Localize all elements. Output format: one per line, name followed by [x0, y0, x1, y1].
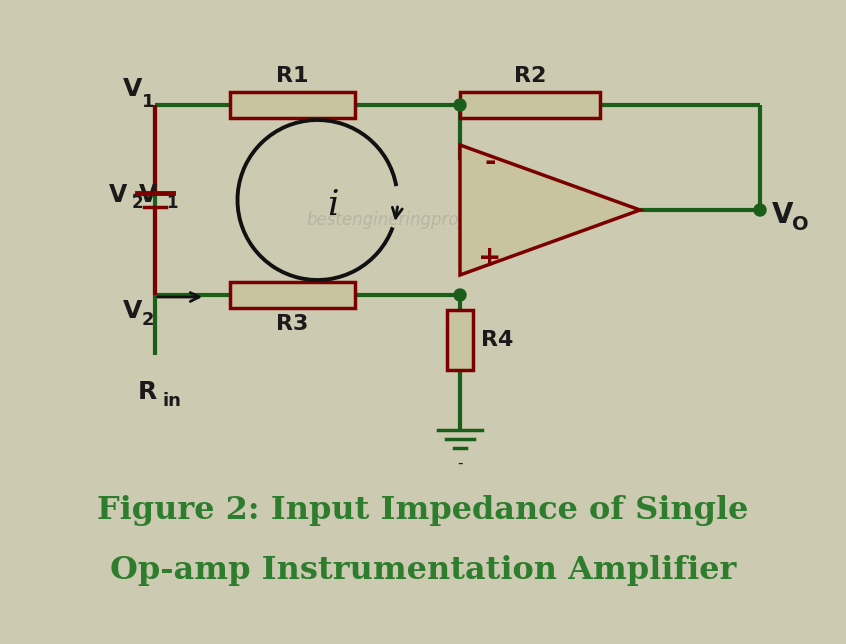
Text: R1: R1 — [277, 66, 309, 86]
Text: 2: 2 — [142, 311, 155, 329]
Text: R4: R4 — [481, 330, 514, 350]
FancyBboxPatch shape — [230, 282, 355, 308]
Text: -V: -V — [132, 183, 158, 207]
Text: 2: 2 — [132, 194, 144, 212]
Text: Figure 2: Input Impedance of Single: Figure 2: Input Impedance of Single — [97, 495, 749, 526]
Circle shape — [754, 204, 766, 216]
Text: bestengineringprojects.com: bestengineringprojects.com — [307, 211, 539, 229]
FancyBboxPatch shape — [447, 310, 473, 370]
Text: Op-amp Instrumentation Amplifier: Op-amp Instrumentation Amplifier — [110, 554, 736, 585]
Text: -: - — [457, 456, 463, 471]
Text: 1: 1 — [142, 93, 155, 111]
Circle shape — [454, 289, 466, 301]
Text: V: V — [109, 183, 127, 207]
Text: R2: R2 — [514, 66, 547, 86]
Text: +: + — [478, 244, 502, 272]
Text: V: V — [123, 77, 142, 101]
Text: -: - — [484, 148, 496, 176]
Text: in: in — [163, 392, 182, 410]
FancyBboxPatch shape — [230, 92, 355, 118]
Polygon shape — [460, 145, 640, 275]
Text: R: R — [137, 380, 157, 404]
FancyBboxPatch shape — [460, 92, 600, 118]
Text: O: O — [792, 214, 809, 234]
Text: 1: 1 — [166, 194, 178, 212]
Text: V: V — [772, 201, 794, 229]
Circle shape — [454, 99, 466, 111]
Text: V: V — [123, 299, 142, 323]
Text: R3: R3 — [277, 314, 309, 334]
Text: i: i — [327, 188, 338, 222]
